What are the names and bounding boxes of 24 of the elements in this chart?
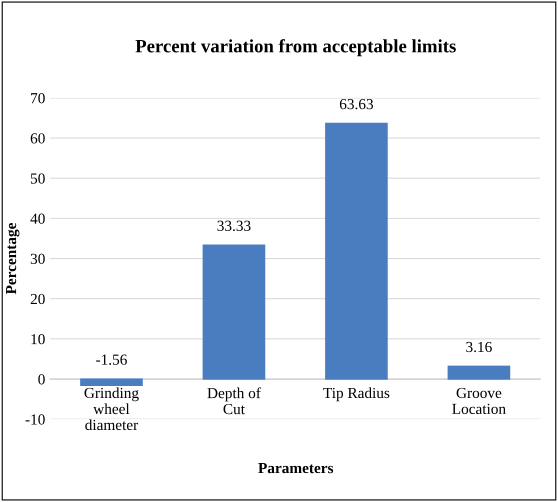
data-label: -1.56: [96, 354, 127, 365]
x-tick-label: Depth of Cut: [207, 387, 261, 414]
y-tick-label: 20: [30, 294, 45, 304]
x-tick-label: Grinding wheel diameter: [84, 387, 139, 430]
y-tick-label: 30: [30, 254, 45, 264]
x-tick-label: Tip Radius: [323, 387, 390, 402]
data-label: 33.33: [217, 220, 251, 232]
y-tick-label: 70: [31, 93, 45, 104]
bar: [325, 122, 388, 380]
x-tick-label: Groove Location: [452, 388, 506, 414]
data-label: 3.16: [466, 342, 492, 352]
y-tick-label: -10: [26, 414, 45, 425]
bar: [448, 366, 510, 380]
bar: [80, 378, 143, 386]
y-tick-label: 60: [30, 133, 45, 144]
data-label: 63.63: [340, 98, 374, 110]
y-axis-title: Percentage: [6, 223, 20, 294]
y-tick-label: 40: [30, 214, 45, 224]
y-tick-label: 10: [31, 334, 45, 344]
y-tick-label: 0: [38, 374, 45, 384]
y-tick-label: 50: [30, 173, 45, 184]
x-axis-title: Parameters: [258, 463, 334, 474]
bar: [202, 244, 266, 380]
chart-title: Percent variation from acceptable limits: [136, 39, 456, 56]
